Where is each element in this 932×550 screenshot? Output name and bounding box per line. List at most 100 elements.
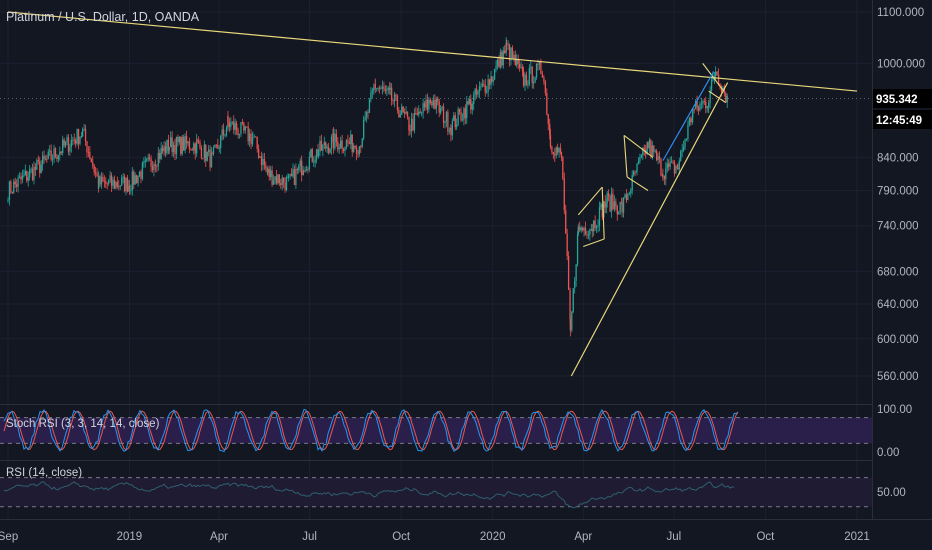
candle-body [648, 140, 651, 149]
pattern-line[interactable] [583, 238, 605, 248]
candle-body [377, 87, 379, 89]
candle-body [390, 87, 393, 101]
candle-body [425, 99, 427, 108]
candle-body [702, 101, 704, 104]
candle-body [575, 264, 577, 281]
candle-body [23, 175, 25, 177]
price-tick-label: 790.000 [877, 185, 919, 197]
candle-body [260, 156, 263, 165]
pattern-line[interactable] [623, 135, 628, 178]
candle-body [685, 138, 688, 140]
candle-body [140, 171, 142, 179]
trendline-resistance[interactable] [7, 11, 858, 92]
candle-body [228, 122, 231, 127]
candle-body [447, 111, 449, 132]
candle-body [157, 152, 159, 167]
candle-body [153, 164, 155, 171]
candle-body [597, 225, 599, 227]
candle-body [277, 174, 279, 184]
candle-body [408, 116, 410, 131]
price-axis[interactable]: 1100.000 1000.000 840.000 790.000 740.000 680… [877, 7, 925, 383]
candle-body [363, 119, 365, 139]
stoch-rsi-label[interactable]: Stoch RSI (3, 3, 14, 14, close) [6, 418, 160, 430]
countdown-value: 12:45:49 [876, 115, 922, 127]
candle-body [392, 100, 394, 102]
candle-body [225, 128, 228, 135]
candle-body [66, 137, 68, 142]
candle-body [344, 147, 346, 151]
time-axis[interactable]: Sep 2019 Apr Jul Oct 2020 Apr Jul Oct 2021 [0, 531, 870, 543]
candle-body [141, 162, 144, 179]
candle-body [125, 177, 127, 192]
candle-body [234, 123, 236, 130]
candle-body [57, 155, 60, 160]
candle-body [431, 101, 433, 106]
candle-body [560, 151, 563, 158]
candle-body [122, 176, 124, 179]
candle-body [193, 143, 195, 151]
candle-body [340, 140, 342, 148]
candle-body [166, 139, 168, 154]
candle-body [473, 94, 475, 104]
time-tick-label: Oct [756, 531, 775, 543]
stoch-rsi-axis[interactable]: 100.00 0.00 [877, 404, 912, 459]
candle-body [62, 139, 64, 153]
candle-body [635, 171, 638, 173]
candle-body [271, 170, 273, 185]
candle-body [569, 289, 571, 319]
candle-body [320, 140, 323, 151]
candle-body [44, 158, 47, 160]
candle-body [253, 136, 255, 138]
candle-body [146, 159, 148, 161]
candle-body [84, 128, 87, 141]
candle-body [598, 207, 601, 226]
candle-body [374, 84, 376, 89]
candle-body [40, 164, 42, 174]
pattern-line[interactable] [702, 63, 725, 92]
candle-body [646, 142, 648, 155]
candle-body [184, 135, 186, 151]
candle-body [64, 141, 67, 146]
price-tick-label: 840.000 [877, 152, 919, 164]
candle-body [238, 133, 241, 136]
candle-body [210, 152, 213, 168]
projection-line[interactable] [662, 71, 715, 161]
candle-body [50, 150, 52, 160]
pattern-line[interactable] [708, 90, 726, 103]
candle-body [174, 144, 176, 155]
candle-body [723, 87, 725, 94]
candle-body [555, 147, 557, 156]
candle-body [534, 77, 536, 82]
candle-body [432, 99, 435, 106]
candle-body [478, 86, 481, 92]
candle-body [580, 227, 582, 231]
candle-body [501, 52, 503, 66]
candle-body [403, 111, 406, 114]
candle-body [94, 172, 97, 174]
candle-body [695, 100, 697, 110]
candle-body [314, 159, 316, 163]
candle-body [594, 220, 596, 228]
candle-body [72, 139, 74, 141]
candle-body [716, 71, 718, 75]
candle-body [405, 111, 407, 114]
pattern-line[interactable] [626, 176, 649, 191]
candle-body [206, 151, 208, 161]
candle-body [296, 169, 298, 171]
candle-body [581, 227, 584, 231]
time-tick-label: Apr [574, 531, 592, 543]
candle-body [672, 161, 674, 163]
stoch-tick-label: 100.00 [877, 404, 912, 416]
rsi-axis[interactable]: 50.00 [877, 487, 906, 499]
rsi-label[interactable]: RSI (14, close) [6, 467, 82, 479]
time-tick-label: Jul [302, 531, 317, 543]
pattern-line[interactable] [577, 186, 603, 216]
candle-body [160, 147, 162, 159]
pattern-line[interactable] [623, 134, 654, 158]
trendline-support[interactable] [570, 82, 729, 377]
candle-body [527, 84, 529, 86]
candle-body [75, 140, 77, 144]
candle-body [93, 165, 95, 173]
pattern-line[interactable] [601, 187, 605, 240]
